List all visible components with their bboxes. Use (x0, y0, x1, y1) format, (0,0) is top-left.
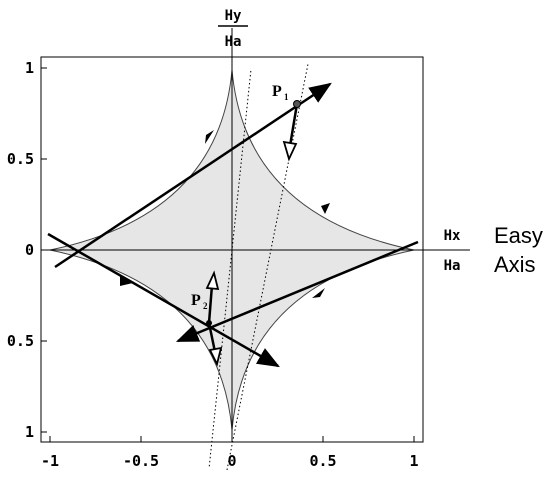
point-p2 (206, 320, 212, 326)
x-tick-label: -0.5 (123, 452, 159, 470)
tangent-line-p2-lower (175, 240, 419, 343)
x-tick-label: 0.5 (309, 452, 336, 470)
x-axis-label-numerator: Hx (444, 228, 461, 244)
y-tick-marks (41, 67, 47, 433)
x-tick-label: -1 (41, 452, 59, 470)
y-tick-label: 0.5 (7, 150, 34, 168)
field-arrow-p2-up (205, 270, 220, 324)
y-tick-label: 1 (25, 423, 34, 441)
dotted-line-p2 (208, 70, 252, 469)
arrowhead-astroid-right (321, 203, 330, 214)
point-label-p1-subscript: 1 (284, 92, 289, 102)
point-label-p2: P (191, 292, 201, 309)
point-label-p1: P (272, 83, 282, 100)
field-arrow-p2-down (207, 322, 223, 367)
easy-axis-label-line2: Axis (494, 252, 536, 277)
y-tick-label: 0.5 (7, 332, 34, 350)
x-tick-label: 0 (227, 452, 236, 470)
point-p1 (293, 100, 301, 108)
y-axis-label-denominator: Ha (225, 34, 242, 50)
easy-axis-label-line1: Easy (494, 223, 543, 248)
tangent-line-p1 (54, 82, 332, 269)
x-tick-label: 1 (409, 452, 418, 470)
x-axis-label-denominator: Ha (444, 258, 461, 274)
arrowhead-line-right (312, 288, 325, 298)
dotted-line-p1 (226, 63, 309, 471)
x-tick-marks (49, 436, 415, 442)
arrowhead-astroid-upper-left (205, 130, 214, 144)
y-axis-label-numerator: Hy (225, 8, 242, 24)
point-label-p2-subscript: 2 (203, 301, 208, 311)
arrowhead-line-left (120, 275, 133, 286)
tangent-line-p2-upper (47, 232, 280, 368)
y-tick-label: 1 (25, 59, 34, 77)
field-arrow-p1 (282, 103, 299, 162)
y-tick-label: 0 (25, 241, 34, 259)
